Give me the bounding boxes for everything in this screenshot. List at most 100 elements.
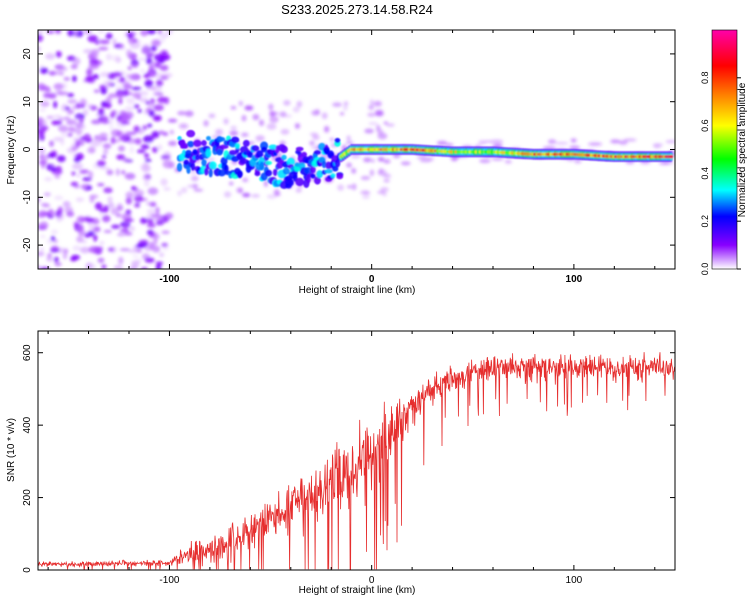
heatmap-y-tick-label: -10: [22, 190, 33, 205]
snr-y-tick-label: 600: [22, 344, 33, 361]
heatmap-scatter-blob: [662, 161, 674, 165]
heatmap-noise-speckle: [142, 135, 154, 143]
colorbar-gradient: [711, 29, 738, 270]
heatmap-ridge-blob: [336, 173, 344, 180]
heatmap-noise-speckle: [126, 73, 132, 80]
heatmap-noise-speckle: [58, 125, 69, 133]
heatmap-scatter-blob: [375, 110, 384, 117]
heatmap-noise-speckle: [144, 79, 154, 88]
heatmap-noise-speckle: [83, 216, 91, 221]
heatmap-noise-speckle: [133, 125, 141, 132]
heatmap-ridge-blob: [316, 170, 323, 179]
heatmap-noise-speckle: [131, 86, 142, 91]
heatmap-noise-speckle: [62, 82, 68, 90]
heatmap-noise-speckle: [103, 149, 109, 155]
snr-ticks: -100 0 100 0 200 400 600: [22, 331, 675, 586]
heatmap-noise-speckle: [82, 109, 89, 116]
heatmap-noise-speckle: [43, 192, 51, 197]
heatmap-noise-speckle: [88, 63, 100, 70]
heatmap-scatter-blob: [312, 135, 320, 140]
heatmap-noise-speckle: [144, 158, 152, 163]
colorbar-tick-label: 0.2: [700, 215, 710, 228]
heatmap-noise-speckle: [108, 123, 114, 131]
heatmap-scatter-blob: [251, 193, 260, 198]
heatmap-noise-speckle: [39, 221, 49, 229]
heatmap-noise-speckle: [53, 100, 58, 109]
heatmap-noise-speckle: [51, 119, 63, 126]
heatmap-noise-speckle: [112, 72, 123, 77]
heatmap-noise-speckle: [146, 201, 151, 206]
heatmap-noise-speckle: [104, 142, 109, 148]
heatmap-noise-speckle: [97, 246, 104, 251]
heatmap-noise-speckle: [78, 228, 85, 237]
heatmap-scatter-blob: [223, 118, 229, 125]
heatmap-scatter-blob: [569, 145, 581, 150]
heatmap-noise-speckle: [156, 221, 164, 226]
heatmap-scatter-blob: [377, 169, 387, 177]
heatmap-noise-speckle: [75, 197, 85, 202]
heatmap-ridge-blob: [203, 167, 209, 176]
heatmap-scatter-blob: [279, 111, 287, 118]
heatmap-noise-speckle: [63, 248, 69, 254]
heatmap-scatter-blob: [652, 142, 664, 147]
heatmap-scatter-blob: [208, 157, 215, 161]
heatmap-noise-speckle: [117, 135, 126, 141]
heatmap-scatter-blob: [360, 190, 370, 195]
heatmap-noise-speckle: [39, 67, 49, 74]
heatmap-noise-speckle: [106, 81, 113, 87]
heatmap-noise-speckle: [129, 41, 141, 49]
colorbar-ticks: 0.0 0.2 0.4 0.6 0.8: [700, 72, 741, 275]
heatmap-ridge-blob: [265, 160, 273, 165]
heatmap-noise-speckle: [156, 35, 168, 40]
heatmap-noise-speckle: [123, 32, 128, 37]
heatmap-scatter-blob: [547, 139, 557, 144]
heatmap-noise-speckle: [122, 224, 129, 230]
snr-line: [38, 352, 675, 570]
heatmap-noise-speckle: [161, 72, 173, 78]
heatmap-noise-speckle: [93, 89, 100, 93]
heatmap-noise-speckle: [129, 227, 136, 232]
heatmap-ridge-blob: [193, 139, 202, 147]
heatmap-scatter-blob: [168, 140, 177, 147]
heatmap-ridge-blob: [334, 137, 341, 144]
heatmap-noise-speckle: [50, 235, 56, 242]
heatmap-scatter-blob: [242, 192, 251, 198]
heatmap-scatter-blob: [491, 157, 504, 161]
heatmap-noise-speckle: [111, 224, 121, 229]
heatmap-noise-speckle: [75, 139, 80, 148]
heatmap-noise-speckle: [73, 161, 84, 170]
heatmap-scatter-blob: [364, 128, 374, 134]
heatmap-scatter-blob: [610, 139, 621, 144]
heatmap-noise-speckle: [41, 125, 49, 131]
heatmap-noise-speckle: [160, 38, 165, 43]
heatmap-noise-speckle: [124, 131, 130, 138]
heatmap-noise-speckle: [126, 157, 131, 163]
heatmap-noise-speckle: [75, 102, 81, 109]
heatmap-noise-speckle: [140, 266, 148, 269]
heatmap-noise-speckle: [105, 33, 113, 40]
heatmap-noise-speckle: [119, 229, 130, 233]
heatmap-noise-speckle: [47, 92, 57, 99]
heatmap-scatter-blob: [445, 142, 454, 147]
heatmap-noise-speckle: [38, 30, 44, 35]
heatmap-scatter-blob: [386, 123, 395, 127]
heatmap-noise-speckle: [120, 121, 131, 125]
heatmap-noise-speckle: [99, 132, 108, 138]
heatmap-noise-speckle: [67, 99, 78, 104]
heatmap-ridge-blob: [314, 176, 321, 185]
heatmap-noise-speckle: [129, 146, 135, 154]
heatmap-noise-speckle: [101, 264, 107, 269]
heatmap-noise-speckle: [162, 244, 169, 251]
heatmap-noise-speckle: [38, 108, 47, 112]
heatmap-scatter-blob: [238, 187, 244, 194]
heatmap-noise-speckle: [102, 115, 108, 123]
heatmap-scatter-blob: [377, 157, 385, 162]
heatmap-noise-speckle: [109, 112, 115, 119]
heatmap-noise-speckle: [52, 71, 63, 75]
heatmap-noise-speckle: [144, 153, 150, 158]
heatmap-ridge-blob: [254, 171, 261, 177]
heatmap-ridge-blob: [260, 146, 268, 153]
heatmap-y-tick-label: 20: [22, 48, 33, 60]
heatmap-ridge-blob: [310, 173, 316, 179]
heatmap-noise-speckle: [105, 102, 112, 109]
